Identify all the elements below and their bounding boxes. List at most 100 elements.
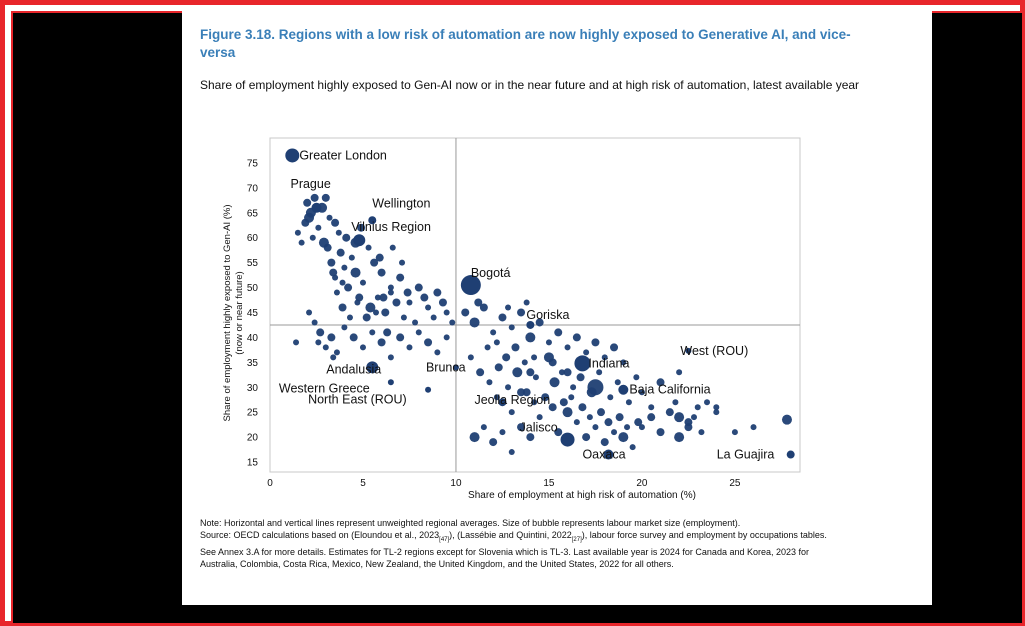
x-tick-label: 25: [729, 478, 741, 489]
bubble-point: [349, 333, 358, 342]
bubble-point: [531, 354, 538, 361]
bubble-point: [505, 304, 512, 311]
bubble-point: [568, 394, 575, 401]
source-line: Source: OECD calculations based on (Elou…: [200, 529, 840, 570]
bubble-point: [517, 308, 526, 317]
bubble-point: [311, 319, 318, 326]
bubble-point: [406, 344, 413, 351]
point-label: La Guajira: [717, 448, 775, 462]
bubble-point: [357, 223, 366, 232]
x-tick-label: 0: [267, 478, 273, 489]
bubble-point: [490, 329, 497, 336]
bubble-point: [618, 432, 629, 443]
bubble-point: [531, 399, 538, 406]
bubble-point: [379, 293, 388, 302]
bubble-point: [554, 428, 563, 437]
bubble-point: [493, 339, 500, 346]
bubble-point: [691, 414, 697, 421]
bubble-point: [750, 424, 757, 431]
bubble-point: [559, 398, 568, 407]
bubble-point: [327, 333, 336, 342]
x-tick-label: 5: [360, 478, 366, 489]
point-label: Oaxaca: [582, 448, 625, 462]
bubble-point: [493, 394, 500, 401]
bubble-point: [494, 363, 503, 372]
bubble-point: [512, 367, 523, 378]
point-label: North East (ROU): [308, 393, 407, 407]
bubble-point: [713, 404, 720, 411]
bubble-point: [316, 328, 325, 337]
point-label-layer: Greater London Prague Wellington Vilnius Re…: [279, 148, 775, 461]
bubble-point: [564, 344, 571, 351]
bubble-point: [698, 429, 705, 436]
y-tick-label: 50: [247, 283, 259, 294]
source-mid: ), (Lassébie and Quintini, 2022: [449, 530, 572, 541]
bubble-point: [573, 419, 580, 426]
bubble-point: [396, 333, 405, 342]
bubble-layer: [285, 148, 795, 460]
bubble-point: [377, 338, 386, 347]
bubble-point: [400, 314, 407, 321]
bubble-point: [387, 354, 394, 361]
bubble-point: [354, 299, 361, 306]
bubble-point: [558, 369, 565, 376]
bubble-point: [562, 407, 573, 418]
bubble-point: [523, 299, 530, 306]
bubble-point: [326, 214, 333, 221]
y-tick-label: 40: [247, 333, 259, 344]
bubble-point: [694, 404, 701, 411]
bubble-point: [406, 299, 413, 306]
bubble-point: [322, 344, 329, 351]
point-label: West (ROU): [680, 344, 748, 358]
bubble-point: [535, 318, 544, 327]
bubble-point: [359, 279, 366, 286]
bubble-point: [303, 198, 312, 207]
bubble-point: [484, 344, 491, 351]
labeled-bubble-point: [786, 450, 795, 459]
bubble-point: [611, 429, 618, 436]
bubble-point: [578, 403, 587, 412]
bubble-point: [479, 303, 488, 312]
bubble-point: [517, 423, 526, 432]
labeled-bubble-point: [452, 364, 459, 371]
labeled-bubble-point: [460, 275, 481, 296]
bubble-point: [498, 313, 507, 322]
bubble-point: [526, 368, 535, 377]
bubble-point: [309, 234, 316, 241]
bubble-point: [341, 264, 348, 271]
bubble-point: [449, 319, 456, 326]
labeled-bubble-point: [425, 386, 432, 393]
bubble-point: [572, 333, 581, 342]
x-tick-label: 20: [636, 478, 648, 489]
bubble-point: [522, 388, 531, 397]
point-label: Greater London: [299, 148, 387, 162]
bubble-point: [424, 338, 433, 347]
y-axis-label-sub: (now or near future): [234, 271, 245, 354]
bubble-point: [365, 302, 376, 313]
bubble-point: [293, 339, 300, 346]
y-tick-label: 35: [247, 358, 259, 369]
chart-axes: [269, 137, 801, 473]
bubble-point: [331, 218, 340, 227]
bubble-point: [420, 293, 429, 302]
bubble-point: [412, 319, 419, 326]
bubble-point: [704, 399, 711, 406]
bubble-point: [327, 258, 336, 267]
bubble-point: [526, 433, 535, 442]
bubble-point: [601, 354, 608, 361]
y-tick-label: 20: [247, 433, 259, 444]
x-tick-label: 15: [543, 478, 555, 489]
figure-title: Figure 3.18. Regions with a low risk of …: [200, 27, 851, 60]
bubble-point: [615, 413, 624, 422]
bubble-point: [374, 294, 381, 301]
bubble-point: [377, 268, 386, 277]
bubble-point: [341, 324, 348, 331]
bubble-point: [676, 369, 683, 376]
bubble-point: [461, 308, 470, 317]
bubble-point: [583, 349, 590, 356]
bubble-point: [600, 438, 609, 447]
bubble-point: [310, 193, 319, 202]
bubble-point: [543, 352, 554, 363]
bubble-point: [333, 349, 340, 356]
bubble-point: [517, 388, 526, 397]
